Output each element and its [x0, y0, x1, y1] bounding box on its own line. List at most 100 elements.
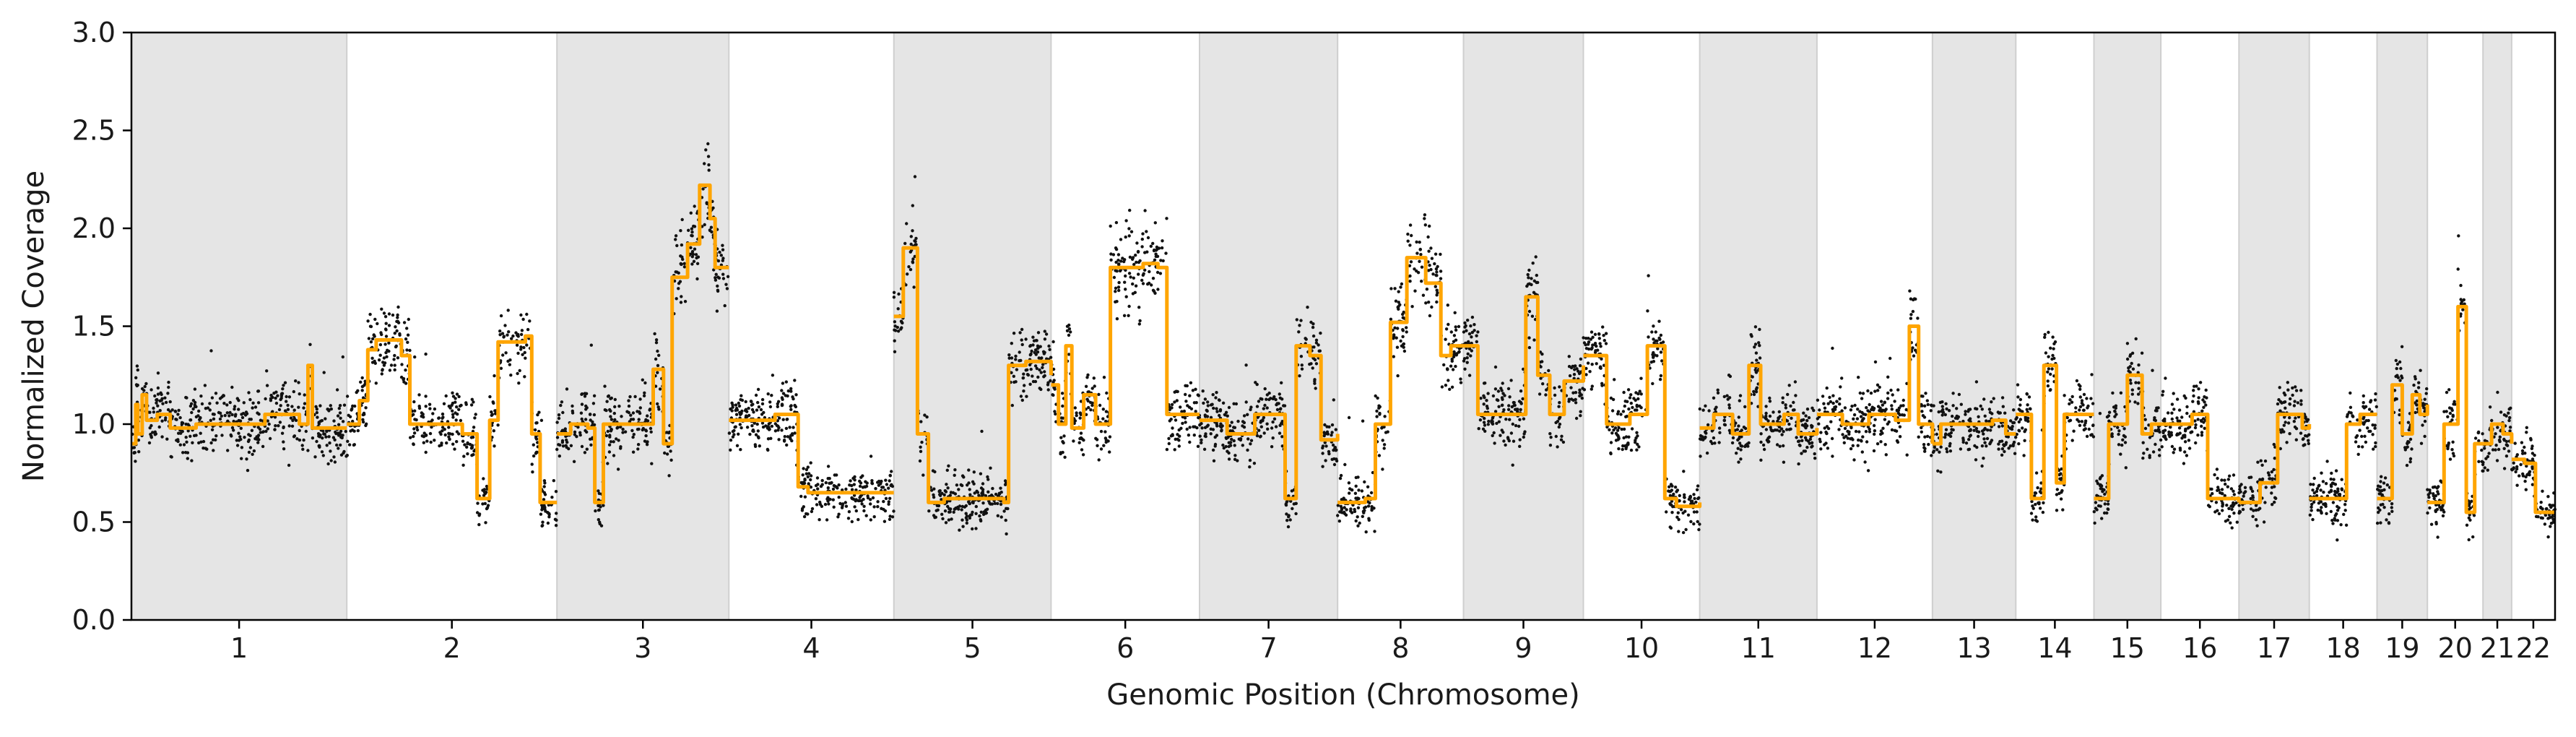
coverage-point	[1758, 344, 1761, 347]
coverage-point	[2320, 512, 2323, 514]
coverage-point	[2078, 424, 2081, 427]
coverage-point	[1578, 395, 1581, 397]
coverage-point	[1228, 406, 1231, 409]
coverage-point	[1327, 452, 1330, 455]
coverage-point	[361, 389, 364, 392]
coverage-point	[560, 400, 563, 403]
coverage-point	[1623, 405, 1626, 408]
coverage-point	[1406, 233, 1409, 236]
coverage-point	[649, 408, 651, 410]
coverage-point	[2034, 519, 2037, 522]
coverage-point	[2192, 389, 2195, 392]
coverage-point	[777, 438, 780, 441]
coverage-point	[2297, 401, 2299, 404]
coverage-point	[2054, 340, 2057, 343]
coverage-point	[1444, 338, 1447, 341]
coverage-point	[1837, 428, 1840, 431]
coverage-point	[1468, 374, 1471, 376]
coverage-point	[1174, 448, 1176, 451]
coverage-point	[1125, 296, 1128, 298]
coverage-point	[973, 470, 976, 473]
coverage-point	[1401, 328, 1404, 331]
coverage-point	[339, 404, 342, 407]
coverage-point	[1353, 510, 1356, 513]
coverage-point	[555, 421, 558, 423]
coverage-point	[2052, 348, 2055, 350]
coverage-point	[1626, 400, 1629, 403]
coverage-point	[1301, 368, 1304, 371]
coverage-point	[1595, 362, 1598, 365]
coverage-point	[612, 440, 615, 443]
coverage-point	[1123, 314, 1126, 317]
coverage-point	[438, 431, 441, 434]
coverage-point	[441, 426, 444, 428]
coverage-point	[617, 405, 620, 408]
coverage-point	[1655, 354, 1658, 357]
coverage-point	[754, 445, 757, 448]
coverage-point	[1724, 423, 1727, 426]
coverage-point	[2205, 396, 2208, 399]
coverage-point	[472, 453, 474, 456]
coverage-point	[2178, 408, 2181, 411]
coverage-point	[584, 418, 587, 421]
coverage-point	[559, 404, 562, 407]
coverage-point	[448, 438, 451, 441]
coverage-point	[1115, 221, 1118, 224]
coverage-point	[269, 397, 272, 400]
coverage-point	[323, 371, 326, 374]
coverage-point	[516, 372, 519, 375]
coverage-point	[1202, 389, 1205, 392]
coverage-point	[2373, 427, 2376, 430]
coverage-point	[1124, 288, 1127, 290]
coverage-point	[1335, 428, 1337, 431]
coverage-point	[2136, 402, 2139, 405]
coverage-point	[1680, 508, 1683, 511]
coverage-point	[1036, 345, 1039, 348]
coverage-point	[941, 517, 944, 520]
coverage-point	[233, 408, 235, 410]
coverage-point	[1091, 387, 1094, 389]
coverage-point	[690, 262, 693, 265]
coverage-point	[1889, 389, 1892, 392]
coverage-point	[1766, 436, 1769, 439]
coverage-point	[349, 415, 352, 418]
coverage-point	[1825, 432, 1828, 435]
coverage-point	[2325, 482, 2328, 485]
coverage-point	[1105, 392, 1108, 395]
coverage-point	[1262, 416, 1265, 419]
coverage-point	[1817, 423, 1820, 426]
coverage-point	[2190, 431, 2193, 434]
coverage-point	[2369, 400, 2372, 403]
coverage-point	[1436, 291, 1439, 294]
coverage-point	[2362, 401, 2365, 404]
coverage-point	[346, 440, 349, 443]
coverage-point	[1630, 402, 1633, 405]
coverage-point	[413, 410, 416, 413]
coverage-point	[914, 237, 917, 240]
coverage-point	[2200, 419, 2203, 422]
coverage-point	[2319, 488, 2322, 491]
coverage-point	[1117, 289, 1120, 292]
coverage-point	[1370, 491, 1373, 494]
coverage-point	[1780, 433, 1783, 436]
coverage-point	[679, 280, 682, 283]
coverage-point	[1779, 415, 1782, 418]
coverage-point	[2183, 436, 2186, 439]
coverage-point	[562, 444, 565, 447]
coverage-point	[753, 422, 756, 425]
coverage-point	[1655, 330, 1657, 333]
coverage-point	[2294, 426, 2297, 428]
coverage-point	[1600, 384, 1603, 387]
coverage-point	[257, 401, 260, 404]
coverage-point	[755, 394, 758, 397]
coverage-point	[827, 477, 830, 480]
coverage-point	[1917, 436, 1920, 439]
coverage-point	[250, 418, 253, 421]
coverage-point	[2013, 452, 2016, 455]
coverage-point	[1167, 437, 1170, 440]
coverage-point	[303, 393, 306, 396]
coverage-point	[554, 518, 557, 521]
coverage-point	[343, 404, 346, 407]
coverage-point	[387, 342, 390, 345]
coverage-point	[523, 375, 526, 378]
